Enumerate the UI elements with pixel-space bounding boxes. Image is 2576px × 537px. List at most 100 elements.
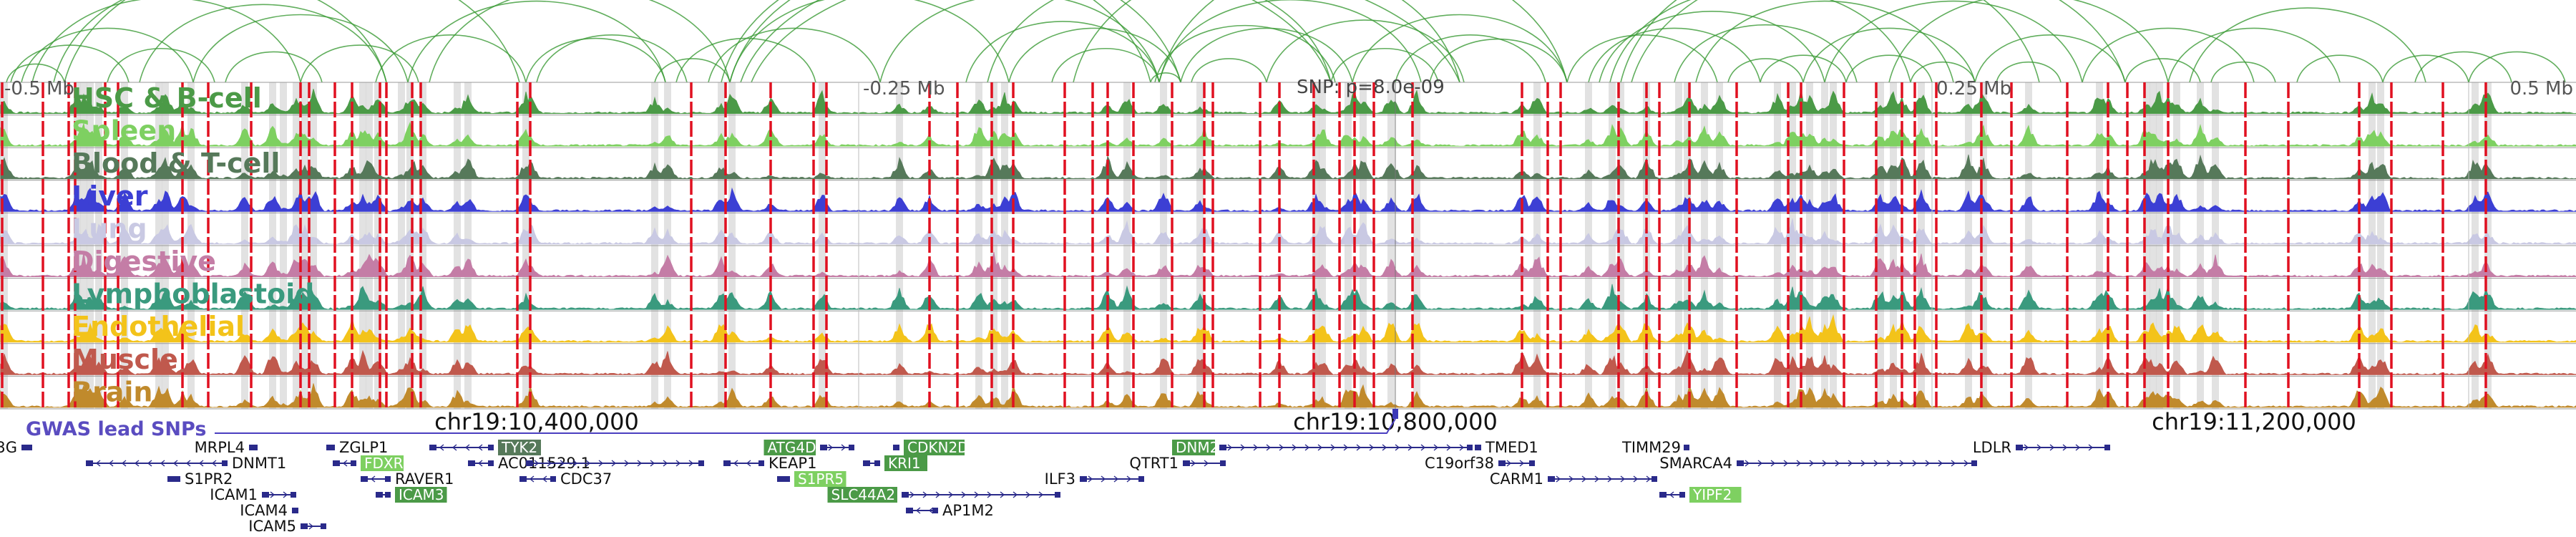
loop-arc <box>2167 27 2341 83</box>
strand-chevron <box>650 460 655 467</box>
gene-label: KEAP1 <box>769 455 816 472</box>
strand-chevron <box>915 507 921 514</box>
strand-chevron <box>909 491 915 498</box>
loop-arc <box>525 37 666 83</box>
gene-exon <box>291 492 296 498</box>
strand-chevron <box>987 491 992 498</box>
gene-exon <box>894 445 899 450</box>
gene-exon <box>385 476 391 482</box>
loop-arc <box>300 44 419 83</box>
gene-label: LDLR <box>1973 439 2011 456</box>
strand-chevron <box>746 460 751 467</box>
gene-exon <box>1971 460 1977 466</box>
lead-snp-marker <box>1392 409 1398 419</box>
gene-exon <box>1684 445 1689 450</box>
gene-exon <box>1475 445 1481 450</box>
gwas-track-label: GWAS lead SNPs <box>26 418 206 440</box>
strand-chevron <box>529 475 535 483</box>
strand-chevron <box>1240 444 1246 451</box>
strand-chevron <box>2036 444 2042 451</box>
gene-label: QTRT1 <box>1129 455 1179 472</box>
loop-arc <box>2382 54 2469 83</box>
gene-highlight-badge <box>763 440 816 455</box>
gene-label: ICAM4 <box>240 502 288 519</box>
track-label: HSC & B-cell <box>72 82 262 114</box>
strand-chevron <box>1646 475 1652 483</box>
gene-label: DNM2 <box>1176 439 1219 456</box>
position-axis: SNP: p=8.0e-09 GWAS lead SNPs -0.5 Mb -0.… <box>0 77 2573 440</box>
strand-chevron <box>211 460 217 467</box>
loop-arc <box>375 34 527 83</box>
gene-label: TYK2 <box>501 439 537 456</box>
gene-label: CARM1 <box>1490 470 1543 488</box>
strand-chevron <box>1951 460 1956 467</box>
gene-exon <box>301 523 308 529</box>
track-label: Lung <box>72 213 147 244</box>
strand-chevron <box>270 491 275 498</box>
loop-arc <box>536 34 688 83</box>
track-label: Endothelial <box>72 311 245 342</box>
strand-chevron <box>1809 460 1815 467</box>
strand-chevron <box>308 523 314 530</box>
loop-arc <box>729 0 1181 83</box>
loop-arc <box>965 21 1160 83</box>
strand-chevron <box>1770 460 1776 467</box>
strand-chevron <box>675 460 681 467</box>
gene-label: ICAM3 <box>399 486 444 503</box>
loop-arc <box>1845 54 1933 83</box>
strand-chevron <box>841 444 847 451</box>
strand-chevron <box>1633 475 1639 483</box>
gene-exon <box>429 445 436 450</box>
gene-exon <box>1220 460 1226 466</box>
signal-area <box>0 154 2576 180</box>
strand-chevron <box>1519 460 1525 467</box>
strand-chevron <box>1886 460 1892 467</box>
strand-chevron <box>1459 444 1465 451</box>
gene-exon <box>519 476 527 482</box>
loop-arc <box>1620 0 2040 83</box>
strand-chevron <box>1822 460 1828 467</box>
strand-chevron <box>1013 491 1018 498</box>
signal-area <box>0 88 2576 115</box>
gwas-snp-lines <box>1 82 2487 409</box>
gene-label: EIF3G <box>0 439 17 456</box>
loop-arc <box>429 0 731 83</box>
loop-arc <box>1588 27 1761 83</box>
gene-label: CDC37 <box>560 470 612 488</box>
strand-chevron <box>1343 444 1349 451</box>
loop-arc <box>1008 27 1181 83</box>
track-label: Muscle <box>72 344 178 375</box>
strand-chevron <box>1669 491 1674 498</box>
loop-arc <box>1191 58 1267 83</box>
gene-highlight-badge <box>1172 440 1215 455</box>
gene-exon <box>468 460 475 466</box>
strand-chevron <box>1796 460 1802 467</box>
gene-exon <box>758 460 764 466</box>
loop-arc <box>740 0 1332 83</box>
gene-exon <box>293 508 298 513</box>
loop-arc <box>1051 47 1160 83</box>
strand-chevron <box>2075 444 2081 451</box>
lead-snp-connector <box>215 418 1396 434</box>
strand-chevron <box>1292 444 1297 451</box>
strand-chevron <box>439 444 444 451</box>
strand-chevron <box>121 460 127 467</box>
track-label: Lymphoblastoid <box>72 279 314 310</box>
gene-exon <box>167 476 175 482</box>
gene-exon <box>21 445 29 450</box>
strand-chevron <box>464 444 470 451</box>
loop-arc <box>225 51 323 83</box>
gene-highlight-badge <box>827 487 897 503</box>
loop-arc <box>1631 0 2126 83</box>
loop-arc <box>1566 34 1718 83</box>
gene-exon <box>849 445 854 450</box>
strand-chevron <box>452 444 457 451</box>
gene-exon <box>698 460 704 466</box>
loop-arc <box>139 4 387 83</box>
gene-exon <box>1055 492 1060 498</box>
loop-arc <box>1674 24 1858 83</box>
strand-chevron <box>585 460 591 467</box>
signal-area <box>0 251 2576 278</box>
strand-chevron <box>828 444 834 451</box>
